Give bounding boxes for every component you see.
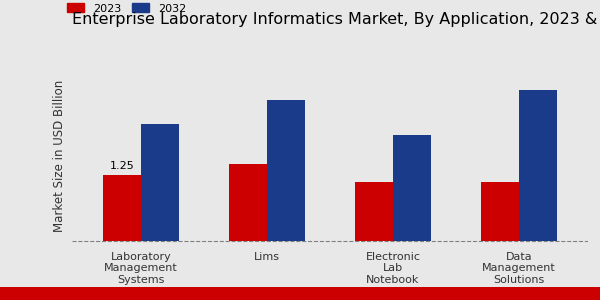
Bar xyxy=(267,100,305,241)
Bar xyxy=(141,124,179,241)
Bar xyxy=(481,182,519,241)
Text: Enterprise Laboratory Informatics Market, By Application, 2023 & 2032: Enterprise Laboratory Informatics Market… xyxy=(72,12,600,27)
Legend: 2023, 2032: 2023, 2032 xyxy=(67,3,186,14)
Bar xyxy=(103,175,141,241)
Bar xyxy=(393,135,431,241)
Text: 1.25: 1.25 xyxy=(110,161,135,171)
Bar xyxy=(355,182,393,241)
Bar xyxy=(229,164,267,241)
Y-axis label: Market Size in USD Billion: Market Size in USD Billion xyxy=(53,80,67,232)
Bar xyxy=(519,90,557,241)
